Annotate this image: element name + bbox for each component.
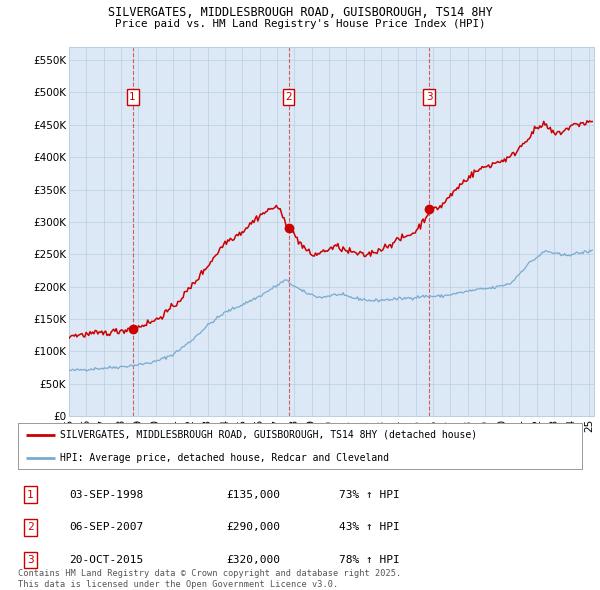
Text: £135,000: £135,000 — [227, 490, 281, 500]
Text: SILVERGATES, MIDDLESBROUGH ROAD, GUISBOROUGH, TS14 8HY: SILVERGATES, MIDDLESBROUGH ROAD, GUISBOR… — [107, 6, 493, 19]
Text: 43% ↑ HPI: 43% ↑ HPI — [340, 522, 400, 532]
Text: 1: 1 — [129, 92, 136, 102]
Text: HPI: Average price, detached house, Redcar and Cleveland: HPI: Average price, detached house, Redc… — [60, 453, 389, 463]
Text: 06-SEP-2007: 06-SEP-2007 — [69, 522, 143, 532]
Text: Price paid vs. HM Land Registry's House Price Index (HPI): Price paid vs. HM Land Registry's House … — [115, 19, 485, 29]
Text: 3: 3 — [426, 92, 433, 102]
Text: 2: 2 — [27, 522, 34, 532]
Text: 03-SEP-1998: 03-SEP-1998 — [69, 490, 143, 500]
Text: 2: 2 — [285, 92, 292, 102]
Text: Contains HM Land Registry data © Crown copyright and database right 2025.
This d: Contains HM Land Registry data © Crown c… — [18, 569, 401, 589]
Text: 1: 1 — [27, 490, 34, 500]
Text: SILVERGATES, MIDDLESBROUGH ROAD, GUISBOROUGH, TS14 8HY (detached house): SILVERGATES, MIDDLESBROUGH ROAD, GUISBOR… — [60, 430, 478, 440]
Text: 78% ↑ HPI: 78% ↑ HPI — [340, 555, 400, 565]
Text: 73% ↑ HPI: 73% ↑ HPI — [340, 490, 400, 500]
Text: £320,000: £320,000 — [227, 555, 281, 565]
Text: 20-OCT-2015: 20-OCT-2015 — [69, 555, 143, 565]
Text: £290,000: £290,000 — [227, 522, 281, 532]
Text: 3: 3 — [27, 555, 34, 565]
